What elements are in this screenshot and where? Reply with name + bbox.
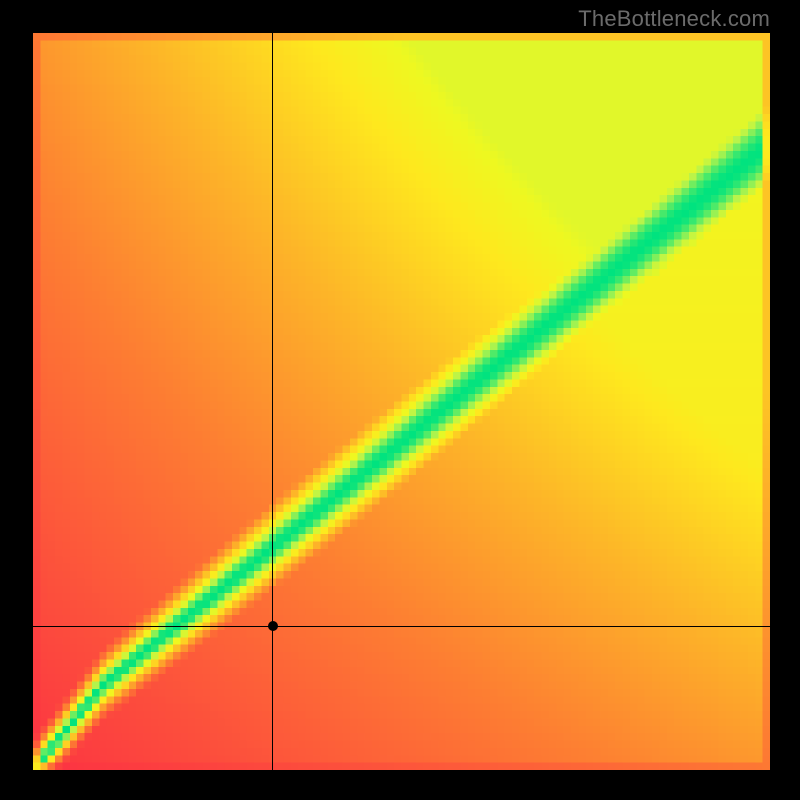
crosshair-horizontal [33, 626, 770, 627]
heatmap-canvas [33, 33, 770, 770]
watermark-text: TheBottleneck.com [578, 6, 770, 32]
crosshair-marker [268, 621, 278, 631]
crosshair-vertical [272, 33, 273, 770]
plot-frame [0, 0, 800, 800]
heatmap-region [33, 33, 770, 770]
